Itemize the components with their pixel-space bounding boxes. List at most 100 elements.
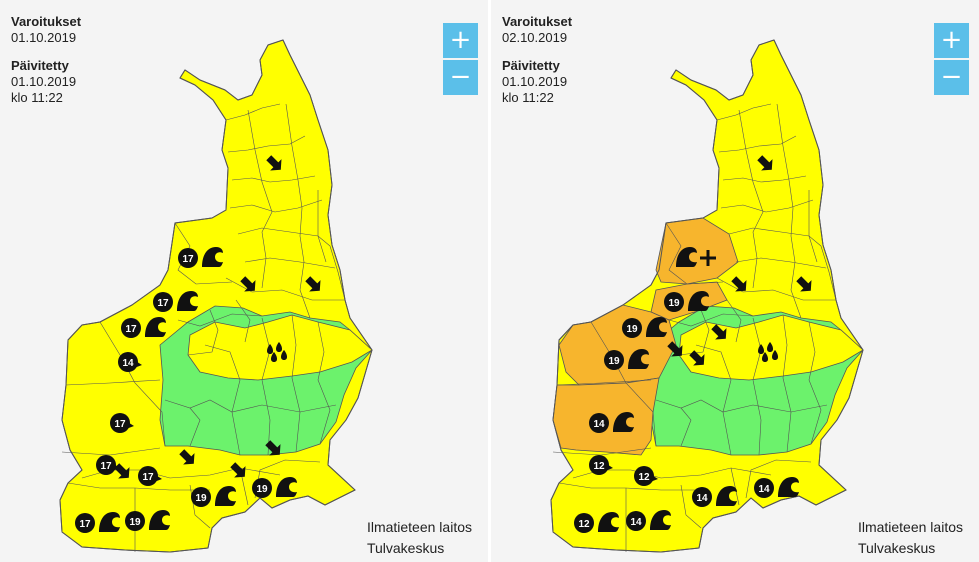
map-panel-day2: 19 19 19 14 12 12 14 14 12 14 Varoitukset 02.10.2… (491, 0, 979, 562)
zoom-in-button[interactable]: + (443, 23, 478, 58)
flood-arrow-icon (689, 350, 705, 366)
warnings-date: 02.10.2019 (502, 30, 568, 45)
wave-icon (99, 512, 120, 532)
heavy-rain-icon (758, 342, 778, 362)
wave-icon (716, 486, 737, 506)
finland-outline[interactable] (59, 39, 373, 553)
updated-time: klo 11:22 (502, 90, 554, 105)
wave-height-badge: 17 (178, 248, 198, 268)
wave-icon (202, 247, 223, 267)
flood-arrow-icon (265, 440, 281, 456)
wave-height-badge: 17 (121, 318, 141, 338)
wave-height-badge: 14 (589, 413, 609, 433)
zoom-in-button[interactable]: + (934, 23, 969, 58)
warnings-label: Varoitukset (502, 14, 573, 29)
svg-text:17: 17 (125, 324, 137, 335)
map-land (59, 39, 373, 553)
wave-icon (177, 291, 198, 311)
svg-text:14: 14 (122, 358, 134, 369)
credit-flood-centre: Tulvakeskus (857, 540, 936, 556)
svg-text:12: 12 (578, 519, 590, 530)
flood-arrow-icon (667, 341, 683, 357)
updated-time: klo 11:22 (11, 90, 63, 105)
svg-text:19: 19 (626, 324, 638, 335)
map-info: Varoitukset 01.10.2019 Päivitetty 01.10.… (11, 14, 81, 106)
warnings-label: Varoitukset (11, 14, 82, 29)
credit-flood-centre: Tulvakeskus (366, 540, 445, 556)
svg-text:14: 14 (630, 517, 642, 528)
wave-height-badge: 14 (692, 487, 712, 507)
svg-text:14: 14 (696, 493, 708, 504)
svg-text:19: 19 (195, 493, 207, 504)
credit: Ilmatieteen laitos Tulvakeskus (367, 517, 472, 559)
flood-arrow-icon (179, 449, 195, 465)
orange-warning-area[interactable] (558, 304, 677, 386)
wind-warning-icon: 17 (110, 413, 134, 433)
wave-height-badge: 14 (626, 511, 646, 531)
zoom-out-button[interactable]: − (443, 60, 478, 95)
wave-height-badge: 19 (191, 487, 211, 507)
svg-text:17: 17 (142, 472, 154, 483)
wind-warning-icon: 17 (138, 466, 162, 486)
flood-arrow-icon (230, 462, 246, 478)
svg-text:17: 17 (100, 461, 112, 472)
wave-height-badge: 17 (75, 513, 95, 533)
finland-warning-map-day1[interactable]: 17 17 17 14 17 17 17 19 19 17 19 (0, 0, 488, 562)
plus-sign-icon (700, 250, 716, 266)
wave-icon (276, 477, 297, 497)
map-info: Varoitukset 02.10.2019 Päivitetty 01.10.… (502, 14, 572, 106)
updated-date: 01.10.2019 (502, 74, 568, 89)
flood-arrow-icon (305, 276, 321, 292)
map-panel-day1: 17 17 17 14 17 17 17 19 19 17 19 Varoitukset 01.10… (0, 0, 488, 562)
wave-height-badge: 19 (622, 318, 642, 338)
wave-icon (598, 512, 619, 532)
svg-text:19: 19 (668, 298, 680, 309)
wind-warning-icon: 14 (118, 352, 142, 372)
warnings-date: 01.10.2019 (11, 30, 77, 45)
wave-icon (145, 317, 166, 337)
svg-text:17: 17 (114, 419, 126, 430)
zoom-controls: + − (443, 23, 478, 97)
updated-label: Päivitetty (11, 58, 69, 73)
wave-icon (613, 412, 634, 432)
svg-text:12: 12 (593, 461, 605, 472)
svg-text:19: 19 (129, 517, 141, 528)
finland-warning-map-day2[interactable]: 19 19 19 14 12 12 14 14 12 14 (491, 0, 979, 562)
zoom-controls: + − (934, 23, 969, 97)
wave-icon (650, 510, 671, 530)
flood-arrow-icon (266, 155, 282, 171)
warning-symbols: 17 17 17 14 17 17 17 19 19 17 19 (75, 155, 321, 533)
wave-icon (646, 317, 667, 337)
flood-arrow-icon (796, 276, 812, 292)
wave-height-badge: 19 (125, 511, 145, 531)
credit-fmi: Ilmatieteen laitos (857, 519, 963, 535)
wave-icon (149, 510, 170, 530)
flood-arrow-icon (757, 155, 773, 171)
flood-arrow-icon (711, 324, 727, 340)
credit-fmi: Ilmatieteen laitos (366, 519, 472, 535)
updated-date: 01.10.2019 (11, 74, 77, 89)
credit: Ilmatieteen laitos Tulvakeskus (858, 517, 963, 559)
svg-text:17: 17 (157, 298, 169, 309)
flood-arrow-icon (114, 463, 130, 479)
wave-height-badge: 19 (252, 478, 272, 498)
svg-text:17: 17 (182, 254, 194, 265)
svg-text:14: 14 (758, 484, 770, 495)
wave-icon (628, 349, 649, 369)
wave-height-badge: 19 (604, 350, 624, 370)
wave-icon (215, 486, 236, 506)
heavy-rain-icon (267, 342, 287, 362)
wave-height-badge: 12 (574, 513, 594, 533)
wave-height-badge: 14 (754, 478, 774, 498)
zoom-out-button[interactable]: − (934, 60, 969, 95)
wave-icon (778, 477, 799, 497)
wave-icon (676, 247, 697, 267)
svg-text:14: 14 (593, 419, 605, 430)
wave-height-badge: 19 (664, 292, 684, 312)
updated-label: Päivitetty (502, 58, 560, 73)
flood-arrow-icon (240, 276, 256, 292)
wind-warning-icon: 12 (589, 455, 613, 475)
wave-height-badge: 17 (153, 292, 173, 312)
svg-text:19: 19 (256, 484, 268, 495)
